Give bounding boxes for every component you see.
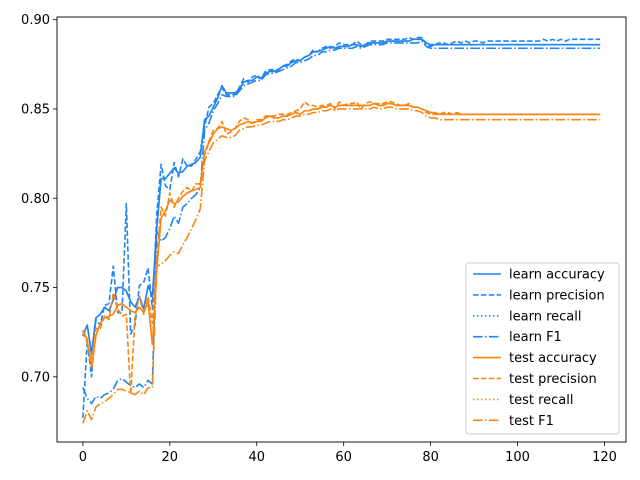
y-tick-label: 0.90	[21, 13, 50, 28]
series-line-test-f1	[82, 106, 601, 424]
legend-label: learn F1	[509, 330, 562, 345]
legend-label: test accuracy	[509, 351, 597, 366]
plot-frame	[56, 16, 627, 443]
y-tick-label: 0.85	[21, 102, 50, 117]
x-tick-label: 80	[422, 450, 439, 465]
legend-label: test F1	[509, 414, 554, 429]
legend-label: test precision	[509, 372, 597, 387]
legend-label: learn recall	[509, 309, 581, 324]
x-tick-label: 120	[592, 450, 617, 465]
legend-label: learn precision	[509, 288, 605, 303]
series-line-learn-precision	[82, 36, 601, 418]
legend: learn accuracy learn precision learn recal…	[465, 262, 620, 435]
series-line-learn-f1	[82, 40, 601, 405]
legend-label: learn accuracy	[509, 268, 605, 283]
x-tick-label: 60	[335, 450, 352, 465]
series-layer	[82, 36, 601, 424]
y-axis: 0.70 0.75 0.80 0.85 0.90	[21, 13, 57, 385]
x-axis: 0 20 40 60 80 100 120	[79, 442, 617, 465]
x-tick-label: 100	[505, 450, 530, 465]
y-tick-label: 0.75	[21, 281, 50, 296]
legend-label: test recall	[509, 393, 574, 408]
series-line-learn-accuracy	[82, 38, 601, 355]
x-tick-label: 40	[248, 450, 265, 465]
x-tick-label: 20	[162, 450, 179, 465]
y-tick-label: 0.80	[21, 192, 50, 207]
legend-box	[465, 262, 620, 435]
series-line-test-recall	[82, 102, 601, 369]
y-tick-label: 0.70	[21, 370, 50, 385]
x-tick-label: 0	[79, 450, 87, 465]
